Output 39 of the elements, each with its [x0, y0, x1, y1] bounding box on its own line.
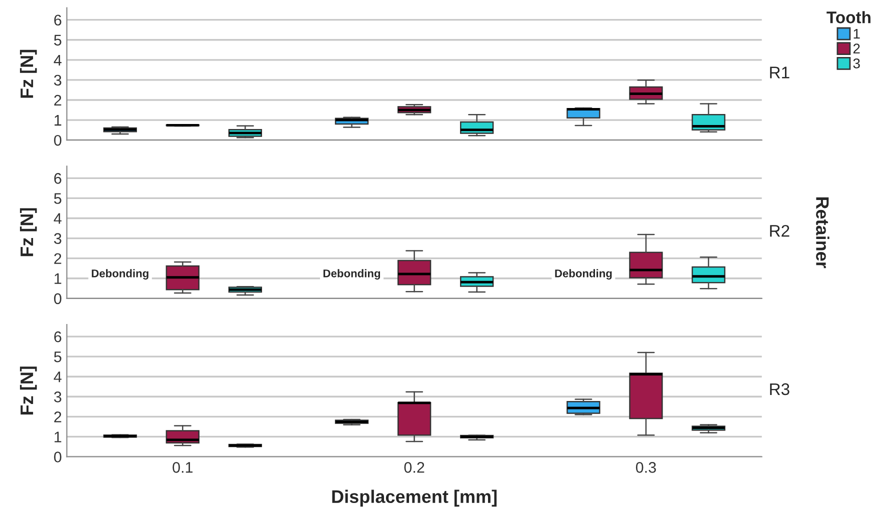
y-tick-label: 5: [54, 34, 62, 46]
y-tick-label: 4: [54, 54, 62, 66]
y-axis-title: Fz [N]: [20, 366, 37, 414]
y-tick-label: 1: [54, 115, 62, 126]
y-tick-label: 1: [54, 432, 62, 442]
y-tick-label: 2: [54, 253, 62, 264]
y-tick-label: 3: [54, 74, 62, 86]
y-tick-label: 6: [54, 331, 62, 342]
x-tick-label: 0.1: [172, 462, 193, 473]
y-tick-label: 5: [54, 193, 62, 204]
y-tick-label: 0: [54, 452, 62, 462]
text: Retainer: [816, 197, 830, 268]
y-tick-label: 3: [54, 392, 62, 402]
annotation: Debonding: [92, 269, 148, 280]
x-tick-label: 0.2: [404, 462, 424, 473]
y-tick-label: 3: [54, 233, 62, 244]
y-axis-title: Fz [N]: [20, 208, 37, 256]
annotation: Debonding: [324, 269, 380, 280]
y-tick-label: 2: [54, 412, 62, 422]
y-tick-label: 0: [54, 134, 62, 146]
y-tick-label: 6: [54, 173, 62, 184]
y2-axis-title: R3: [770, 383, 790, 396]
y-tick-label: 4: [54, 372, 62, 382]
y2-axis-title: R1: [770, 66, 790, 78]
legend-title: Tooth: [826, 11, 870, 24]
y-axis-title: Fz [N]: [20, 50, 37, 98]
y-tick-label: 2: [54, 94, 62, 106]
x-axis-title: Displacement [mm]: [332, 490, 497, 507]
y-tick-label: 5: [54, 352, 62, 362]
y2-axis-title: R2: [770, 224, 790, 237]
y-tick-label: 4: [54, 213, 62, 224]
y-tick-label: 1: [54, 273, 62, 284]
y-tick-label: 0: [54, 293, 62, 304]
legend-label: 3: [853, 58, 860, 68]
legend-label: 1: [854, 29, 860, 39]
annotation: Debonding: [555, 269, 612, 280]
y-tick-label: 6: [54, 14, 62, 26]
legend-label: 2: [853, 44, 860, 54]
x-tick-label: 0.3: [636, 462, 656, 473]
